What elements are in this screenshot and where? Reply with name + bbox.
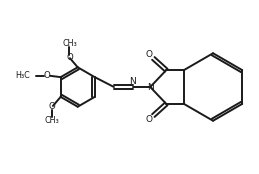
Text: O: O bbox=[145, 115, 152, 124]
Text: N: N bbox=[147, 82, 154, 92]
Text: O: O bbox=[43, 71, 50, 80]
Text: O: O bbox=[49, 102, 56, 111]
Text: O: O bbox=[145, 50, 152, 59]
Text: H₃C: H₃C bbox=[15, 71, 30, 80]
Text: O: O bbox=[66, 53, 73, 62]
Text: N: N bbox=[129, 77, 136, 86]
Text: CH₃: CH₃ bbox=[45, 116, 60, 125]
Text: CH₃: CH₃ bbox=[62, 39, 77, 48]
